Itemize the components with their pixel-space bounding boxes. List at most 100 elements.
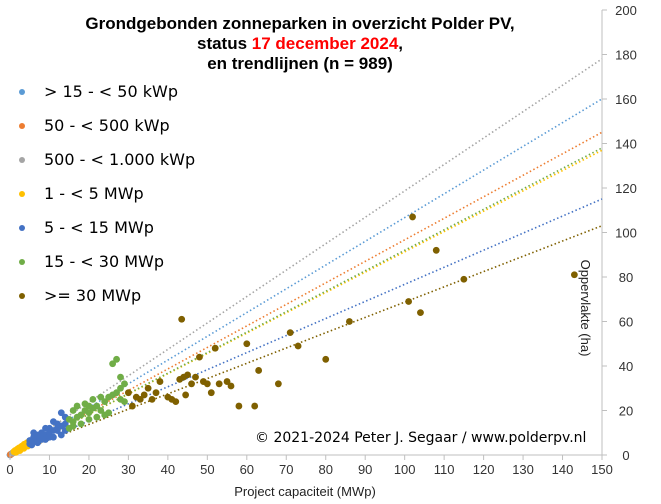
x-tick-label: 40 — [161, 462, 175, 477]
data-point — [57, 409, 65, 417]
data-point — [34, 431, 42, 439]
data-point — [124, 389, 132, 397]
trendline — [9, 224, 603, 456]
data-point — [89, 395, 97, 403]
data-point — [53, 427, 61, 434]
y-tick-label: 140 — [615, 137, 637, 152]
legend-label: 15 - < 30 MWp — [44, 252, 165, 271]
data-point — [85, 409, 93, 417]
data-point — [417, 309, 424, 316]
x-tick-label: 30 — [121, 462, 135, 477]
x-tick-label: 90 — [358, 462, 372, 477]
title-comma: , — [398, 34, 404, 53]
data-point — [405, 298, 413, 305]
data-point — [156, 378, 164, 385]
data-point — [136, 395, 144, 403]
data-point — [227, 382, 235, 390]
data-point — [46, 433, 53, 441]
data-point — [26, 437, 34, 444]
y-tick-label: 80 — [619, 270, 633, 285]
y-axis-label: Oppervlakte (ha) — [578, 259, 593, 357]
legend-marker — [19, 157, 25, 163]
data-point — [109, 360, 117, 368]
data-point — [196, 353, 203, 361]
data-point — [69, 407, 77, 414]
trendline — [9, 98, 603, 456]
data-point — [294, 342, 302, 350]
trendline — [9, 131, 603, 456]
data-point — [85, 416, 93, 423]
x-tick-label: 140 — [552, 462, 574, 477]
data-point — [101, 398, 109, 405]
legend-label: 50 - < 500 kWp — [44, 116, 170, 135]
trendline — [9, 198, 603, 456]
data-point — [113, 389, 120, 397]
x-tick-label: 100 — [394, 462, 416, 477]
data-point — [178, 315, 186, 323]
x-tick-label: 120 — [473, 462, 495, 477]
x-tick-label: 110 — [434, 462, 455, 477]
data-point — [117, 384, 124, 392]
copyright-notice: © 2021-2024 Peter J. Segaar / www.polder… — [255, 430, 587, 446]
legend-label: 5 - < 15 MWp — [44, 218, 154, 237]
x-tick-label: 0 — [6, 462, 13, 477]
data-point — [215, 380, 223, 388]
x-tick-label: 150 — [591, 462, 613, 477]
trendline — [9, 149, 603, 456]
title-date: 17 december 2024 — [251, 34, 399, 53]
data-point — [77, 420, 85, 428]
data-point — [188, 380, 195, 388]
legend-label: 1 - < 5 MWp — [44, 184, 144, 203]
x-tick-label: 80 — [318, 462, 332, 477]
data-point — [65, 424, 73, 432]
x-tick-label: 20 — [82, 462, 96, 477]
data-point — [121, 380, 128, 388]
data-point — [148, 395, 156, 403]
data-point — [93, 402, 101, 410]
trendline — [9, 58, 603, 456]
data-point — [128, 402, 136, 410]
data-point — [235, 402, 243, 410]
data-point — [207, 389, 215, 397]
data-point — [97, 407, 105, 414]
data-point — [192, 373, 199, 381]
data-point — [77, 411, 85, 419]
title-status-label: status — [196, 34, 252, 53]
x-tick-label: 70 — [279, 462, 293, 477]
title-line-1: Grondgebonden zonneparken in overzicht P… — [85, 14, 515, 33]
y-tick-label: 60 — [619, 315, 633, 330]
title-line-2: status 17 december 2024, — [40, 34, 560, 54]
legend-label: >= 30 MWp — [44, 286, 142, 305]
data-point — [57, 431, 65, 439]
data-point — [409, 213, 416, 221]
chart-title: Grondgebonden zonneparken in overzicht P… — [40, 14, 560, 74]
trendline — [9, 147, 603, 456]
data-point — [570, 271, 578, 279]
data-point — [97, 393, 105, 401]
data-point — [184, 371, 192, 379]
x-tick-label: 130 — [512, 462, 534, 477]
y-tick-label: 0 — [622, 448, 629, 463]
legend-marker — [19, 225, 25, 231]
legend-marker — [19, 89, 25, 95]
legend-label: 500 - < 1.000 kWp — [44, 150, 196, 169]
data-point — [286, 329, 294, 337]
trendlines — [9, 58, 603, 456]
data-point — [243, 340, 251, 348]
data-point — [152, 389, 160, 397]
y-tick-label: 160 — [615, 92, 637, 107]
data-point — [322, 355, 330, 363]
data-point — [61, 420, 69, 428]
data-point — [432, 246, 440, 254]
x-tick-label: 50 — [200, 462, 214, 477]
x-tick-label: 60 — [240, 462, 254, 477]
data-point — [38, 436, 45, 443]
data-point — [346, 318, 353, 325]
y-tick-label: 200 — [615, 3, 637, 18]
data-point — [140, 391, 148, 399]
y-tick-label: 120 — [615, 181, 637, 196]
data-point — [50, 418, 57, 426]
y-tick-label: 40 — [619, 359, 633, 374]
data-point — [203, 380, 211, 388]
data-point — [93, 413, 101, 421]
